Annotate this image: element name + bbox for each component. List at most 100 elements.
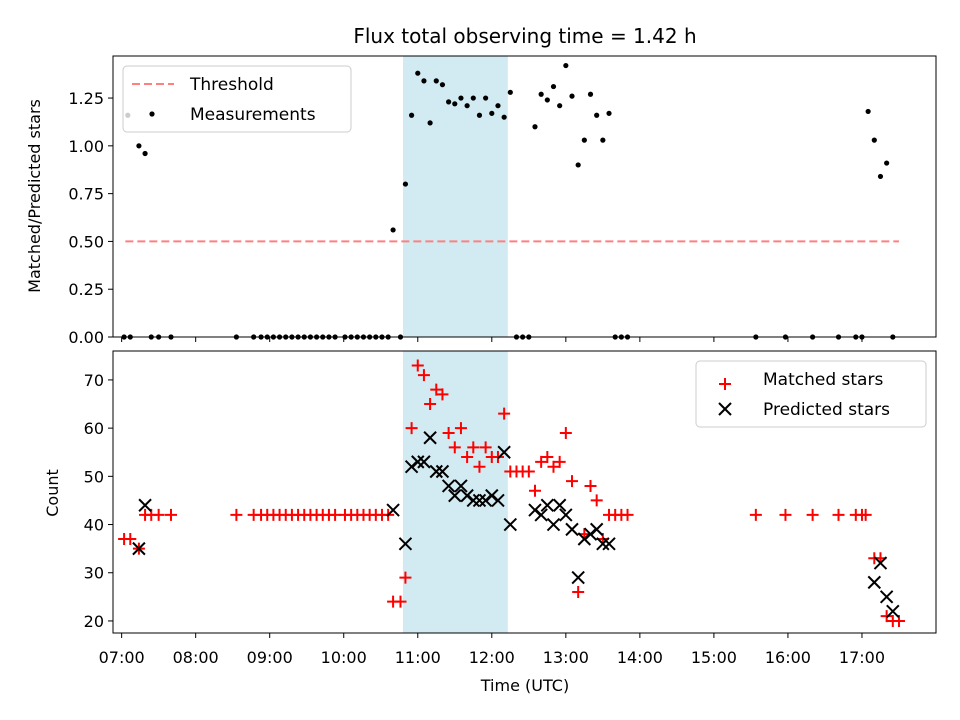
top-point-1-41 <box>452 101 458 107</box>
bottom-point-1-7 <box>423 431 437 445</box>
bottom-point-1-18 <box>491 493 505 508</box>
bottom-point-0-69 <box>749 508 762 521</box>
bottom-series-matched-stars <box>118 359 905 627</box>
bottom-point-1-6 <box>417 455 431 469</box>
bottom-xtick-label-6: 13:00 <box>543 648 589 667</box>
bottom-point-1-14 <box>466 493 481 508</box>
top-point-1-37 <box>427 120 433 126</box>
top-ytick-label-0: 0.00 <box>68 328 104 347</box>
bottom-point-1-19 <box>497 445 511 459</box>
bottom-point-0-54 <box>535 455 548 468</box>
bottom-point-1-23 <box>540 498 555 512</box>
top-point-1-54 <box>532 124 538 130</box>
top-point-1-33 <box>402 181 409 187</box>
top-point-1-78 <box>877 173 884 180</box>
top-point-1-66 <box>606 110 612 116</box>
top-point-1-4 <box>142 150 148 157</box>
legend-predicted-swatch <box>718 402 732 416</box>
top-point-1-38 <box>433 78 439 84</box>
panel-top: Flux total observing time = 1.42 h Match… <box>25 24 937 347</box>
bottom-xlabel: Time (UTC) <box>480 676 569 695</box>
top-point-1-40 <box>446 99 452 105</box>
bottom-point-0-58 <box>559 426 572 439</box>
top-point-1-42 <box>458 95 464 101</box>
top-point-1-35 <box>415 70 421 76</box>
bottom-point-0-31 <box>394 595 407 608</box>
top-point-1-60 <box>569 93 575 99</box>
top-point-1-77 <box>871 137 877 143</box>
bottom-point-0-70 <box>779 508 792 521</box>
bottom-ytick-label-5: 70 <box>84 371 104 390</box>
bottom-ytick-label-2: 40 <box>84 516 104 535</box>
bottom-point-0-52 <box>522 465 535 478</box>
top-point-1-61 <box>575 162 581 168</box>
top-ytick-label-2: 0.50 <box>68 232 104 251</box>
legend-matched-label: Matched stars <box>763 370 883 390</box>
bottom-point-1-12 <box>454 479 468 493</box>
bottom-point-1-22 <box>534 508 548 522</box>
bottom-point-1-33 <box>602 537 616 551</box>
bottom-point-0-44 <box>473 460 486 473</box>
bottom-point-0-57 <box>553 455 566 468</box>
bottom-legend-box <box>695 360 927 428</box>
top-ytick-label-1: 0.25 <box>68 280 104 299</box>
bottom-point-0-42 <box>461 451 474 464</box>
bottom-xtick-label-5: 12:00 <box>469 648 515 667</box>
bottom-point-1-0 <box>132 541 146 556</box>
top-point-1-65 <box>600 137 606 143</box>
bottom-xtick-label-2: 09:00 <box>247 648 293 667</box>
top-ytick-label-5: 1.25 <box>68 89 104 108</box>
top-point-1-31 <box>390 227 396 233</box>
top-point-1-34 <box>408 112 415 118</box>
top-ytick-label-3: 0.75 <box>68 185 104 204</box>
top-point-1-50 <box>507 89 513 95</box>
top-legend: Threshold Measurements <box>122 65 352 133</box>
top-ytick-label-4: 1.00 <box>68 137 104 156</box>
top-point-1-79 <box>884 160 890 166</box>
bottom-point-0-45 <box>479 441 492 454</box>
bottom-point-1-15 <box>472 493 487 508</box>
bottom-point-1-5 <box>411 455 425 469</box>
bottom-point-0-60 <box>572 586 585 599</box>
bottom-xtick-label-4: 11:00 <box>395 648 441 667</box>
bottom-point-1-25 <box>552 498 567 512</box>
bottom-legend: Matched stars Predicted stars <box>695 360 927 428</box>
top-point-1-57 <box>550 83 557 90</box>
top-point-1-36 <box>421 78 427 84</box>
top-point-1-76 <box>865 108 871 115</box>
bottom-xtick-label-10: 17:00 <box>839 648 885 667</box>
top-ylabel: Matched/Predicted stars <box>25 99 44 293</box>
bottom-point-1-9 <box>435 464 450 479</box>
top-point-1-43 <box>464 103 470 109</box>
legend-measurements-swatch <box>149 111 155 117</box>
bottom-xtick-label-1: 08:00 <box>173 648 219 667</box>
top-point-1-46 <box>483 95 489 101</box>
top-point-1-56 <box>544 97 550 103</box>
bottom-point-0-41 <box>454 422 467 435</box>
bottom-ylabel: Count <box>43 469 62 517</box>
bottom-point-0-34 <box>411 359 424 372</box>
bottom-point-0-32 <box>399 571 412 584</box>
legend-measurements-label: Measurements <box>190 105 316 125</box>
bottom-point-1-34 <box>867 575 882 590</box>
top-point-1-58 <box>557 103 563 109</box>
bottom-point-0-38 <box>436 388 449 401</box>
bottom-xtick-label-7: 14:00 <box>617 648 663 667</box>
bottom-point-1-11 <box>448 488 462 503</box>
bottom-point-0-6 <box>164 508 177 521</box>
top-point-1-44 <box>470 95 476 101</box>
bottom-point-0-33 <box>405 422 418 435</box>
top-point-1-49 <box>501 114 507 120</box>
bottom-point-0-72 <box>832 508 845 521</box>
bottom-series-predicted-stars <box>132 431 900 619</box>
top-point-1-48 <box>495 103 501 109</box>
bottom-point-0-43 <box>467 441 480 454</box>
bottom-point-0-59 <box>566 475 579 488</box>
legend-threshold-label: Threshold <box>189 75 274 95</box>
bottom-xtick-label-0: 07:00 <box>99 648 145 667</box>
bottom-point-1-8 <box>429 464 443 479</box>
bottom-point-1-1 <box>138 498 152 512</box>
bottom-point-1-3 <box>398 537 413 551</box>
bottom-xtick-label-3: 10:00 <box>321 648 367 667</box>
